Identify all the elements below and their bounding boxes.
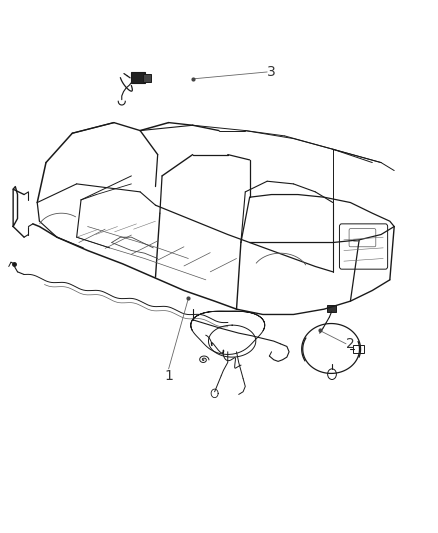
FancyBboxPatch shape (353, 345, 364, 353)
FancyBboxPatch shape (143, 74, 151, 82)
Text: 1: 1 (164, 369, 173, 383)
FancyBboxPatch shape (339, 224, 388, 269)
Text: 3: 3 (267, 65, 276, 79)
FancyBboxPatch shape (327, 305, 336, 312)
Circle shape (328, 369, 336, 379)
Text: 2: 2 (346, 337, 355, 351)
FancyBboxPatch shape (349, 229, 376, 247)
FancyBboxPatch shape (131, 72, 145, 83)
